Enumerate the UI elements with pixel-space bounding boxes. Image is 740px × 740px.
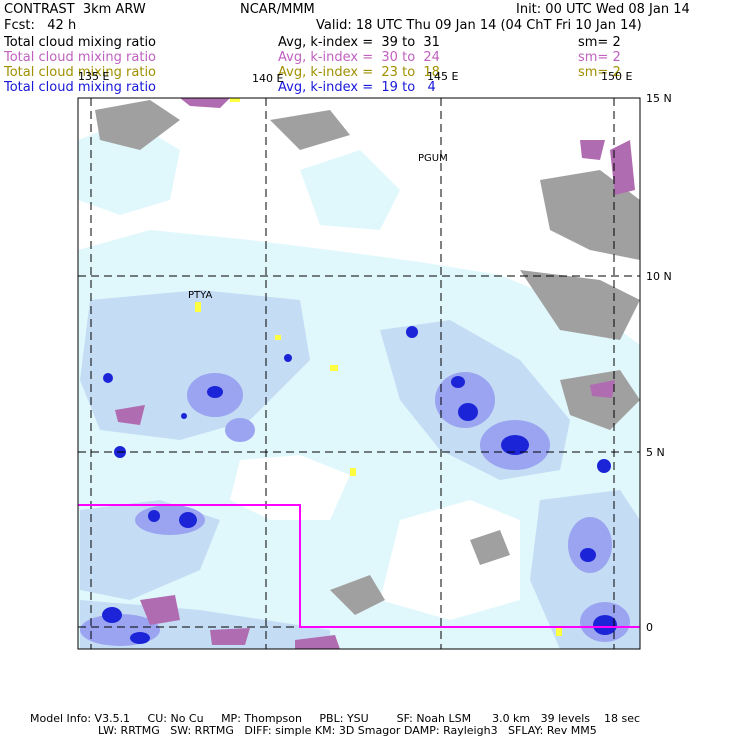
high-cloud xyxy=(470,530,510,565)
clear-patch xyxy=(380,500,520,620)
clear-patch xyxy=(230,455,350,520)
init-time: Init: 00 UTC Wed 08 Jan 14 xyxy=(516,2,690,17)
mid-cloud xyxy=(115,405,145,425)
cloud-core xyxy=(458,403,478,421)
cloud-core xyxy=(207,386,223,398)
cloud-core xyxy=(130,632,150,644)
map-field xyxy=(78,98,640,649)
cloud-core xyxy=(406,326,418,338)
lon-label-140: 140 E xyxy=(252,72,283,85)
legend-sm-3: sm= 2 xyxy=(578,65,621,80)
lon-label-145: 145 E xyxy=(427,70,458,83)
forecast-hour: Fcst: 42 h xyxy=(4,18,77,33)
cloud-core xyxy=(284,354,292,362)
legend-sm-2: sm= 2 xyxy=(578,50,621,65)
cloud-core xyxy=(580,548,596,562)
station-label-ptya: PTYA xyxy=(188,290,212,301)
mid-cloud xyxy=(210,628,250,645)
map-frame xyxy=(77,97,641,650)
mid-cloud xyxy=(610,140,635,195)
lat-label-5n: 5 N xyxy=(646,446,665,459)
cloud-core xyxy=(102,607,122,623)
cloud-core xyxy=(181,413,187,419)
legend-field-2: Total cloud mixing ratio xyxy=(4,50,157,65)
high-cloud xyxy=(330,575,385,615)
legend-field-1: Total cloud mixing ratio xyxy=(4,35,157,50)
high-cloud xyxy=(95,100,180,150)
lat-label-0: 0 xyxy=(646,621,653,634)
mid-cloud xyxy=(580,140,605,160)
model-title: CONTRAST 3km ARW xyxy=(4,2,146,17)
cloud-cell xyxy=(435,372,495,428)
cloud-cell xyxy=(568,517,612,573)
cloud-core xyxy=(179,512,197,528)
low-cloud xyxy=(350,468,356,476)
legend-field-4: Total cloud mixing ratio xyxy=(4,80,157,95)
valid-time: Valid: 18 UTC Thu 09 Jan 14 (04 ChT Fri … xyxy=(316,18,642,33)
high-cloud xyxy=(520,270,640,340)
low-cloud xyxy=(195,302,201,312)
lat-label-15n: 15 N xyxy=(646,92,672,105)
cloud-core xyxy=(148,510,160,522)
lat-label-10n: 10 N xyxy=(646,270,672,283)
legend-stat-4: Avg, k-index = 19 to 4 xyxy=(278,80,436,95)
mid-cloud xyxy=(295,635,340,649)
low-cloud xyxy=(275,335,281,340)
center-label: NCAR/MMM xyxy=(240,2,315,17)
cloud-core xyxy=(103,373,113,383)
cloud-core xyxy=(593,615,617,635)
legend-stat-1: Avg, k-index = 39 to 31 xyxy=(278,35,440,50)
station-label-pgum: PGUM xyxy=(418,153,448,164)
cloud-core xyxy=(451,376,465,388)
cloud-cell xyxy=(225,418,255,442)
cloud-region-light xyxy=(300,150,400,230)
lon-label-135: 135 E xyxy=(78,70,109,83)
cloud-region-light xyxy=(78,120,180,215)
legend-sm-1: sm= 2 xyxy=(578,35,621,50)
cloud-region-medium xyxy=(80,290,310,440)
model-info-line1: Model Info: V3.5.1 CU: No Cu MP: Thompso… xyxy=(30,712,641,725)
mid-cloud xyxy=(140,595,180,625)
legend-stat-2: Avg, k-index = 30 to 24 xyxy=(278,50,440,65)
cloud-core xyxy=(597,459,611,473)
legend-stat-3: Avg, k-index = 23 to 18 xyxy=(278,65,440,80)
low-cloud xyxy=(230,98,240,102)
cloud-core xyxy=(501,435,529,455)
high-cloud xyxy=(560,370,640,430)
lon-label-150: 150 E xyxy=(601,70,632,83)
legend-field-3: Total cloud mixing ratio xyxy=(4,65,157,80)
mid-cloud xyxy=(180,98,230,108)
low-cloud xyxy=(556,628,562,636)
model-info-line2: LW: RRTMG SW: RRTMG DIFF: simple KM: 3D … xyxy=(98,724,597,737)
nested-domain-boundary xyxy=(78,504,640,628)
low-cloud xyxy=(330,365,338,371)
mid-cloud xyxy=(590,380,615,398)
high-cloud xyxy=(270,110,350,150)
